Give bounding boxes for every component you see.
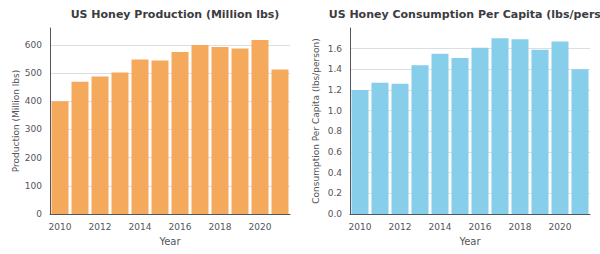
- svg-text:0.2: 0.2: [328, 188, 342, 198]
- svg-text:2018: 2018: [509, 222, 532, 232]
- svg-text:0: 0: [36, 209, 42, 219]
- svg-text:US Honey Consumption Per Capit: US Honey Consumption Per Capita (lbs/per…: [329, 8, 600, 21]
- svg-text:Consumption Per Capita (lbs/pe: Consumption Per Capita (lbs/person): [311, 38, 321, 203]
- svg-text:2012: 2012: [389, 222, 412, 232]
- svg-text:US Honey Production (Million l: US Honey Production (Million lbs): [71, 8, 280, 21]
- svg-text:400: 400: [25, 96, 42, 106]
- svg-text:2010: 2010: [349, 222, 372, 232]
- svg-text:2020: 2020: [549, 222, 572, 232]
- svg-text:0.8: 0.8: [328, 126, 343, 136]
- svg-text:100: 100: [25, 181, 42, 191]
- svg-text:2018: 2018: [209, 222, 232, 232]
- svg-text:2012: 2012: [89, 222, 112, 232]
- svg-text:300: 300: [25, 124, 42, 134]
- svg-text:1.6: 1.6: [328, 44, 343, 54]
- svg-text:0.0: 0.0: [328, 209, 343, 219]
- svg-text:2014: 2014: [429, 222, 452, 232]
- svg-text:2016: 2016: [469, 222, 492, 232]
- svg-text:Year: Year: [458, 236, 481, 247]
- svg-text:600: 600: [25, 40, 42, 50]
- svg-text:2016: 2016: [169, 222, 192, 232]
- svg-text:0.6: 0.6: [328, 147, 343, 157]
- svg-text:200: 200: [25, 153, 42, 163]
- svg-text:1.0: 1.0: [328, 106, 343, 116]
- svg-text:Year: Year: [158, 236, 181, 247]
- svg-text:Production (Million lbs): Production (Million lbs): [11, 70, 21, 173]
- svg-text:1.2: 1.2: [328, 85, 342, 95]
- svg-text:1.4: 1.4: [328, 64, 343, 74]
- svg-text:500: 500: [25, 68, 42, 78]
- svg-text:2010: 2010: [49, 222, 72, 232]
- svg-text:2014: 2014: [129, 222, 152, 232]
- svg-text:0.4: 0.4: [328, 168, 343, 178]
- svg-text:2020: 2020: [249, 222, 272, 232]
